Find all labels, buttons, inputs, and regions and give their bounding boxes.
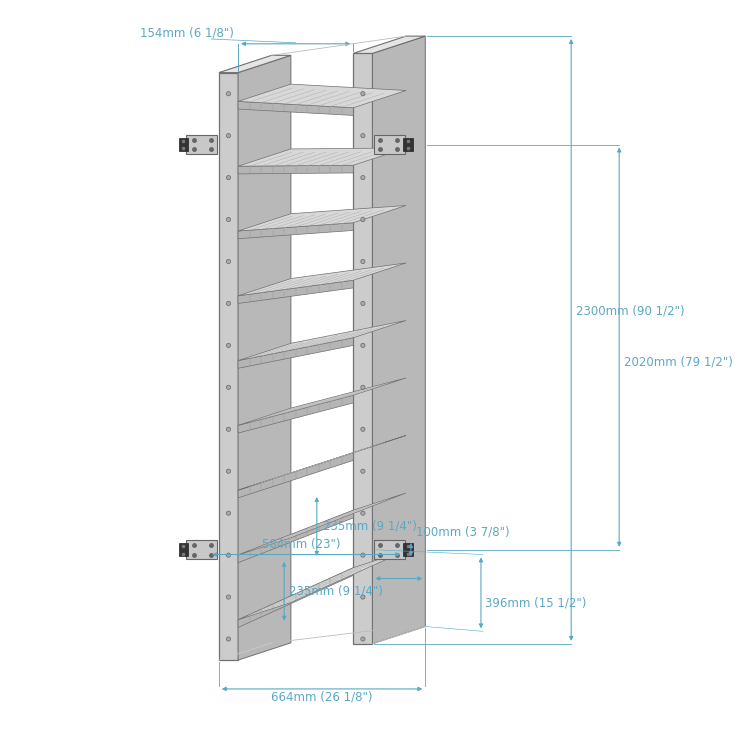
- Bar: [186, 540, 217, 560]
- Text: 154mm (6 1/8"): 154mm (6 1/8"): [140, 27, 234, 40]
- Circle shape: [226, 302, 230, 305]
- Polygon shape: [219, 73, 238, 660]
- Circle shape: [361, 386, 365, 389]
- Text: 584mm (23"): 584mm (23"): [262, 538, 340, 551]
- Circle shape: [226, 637, 230, 641]
- Polygon shape: [238, 56, 291, 660]
- Circle shape: [361, 217, 365, 222]
- Polygon shape: [238, 338, 353, 368]
- Circle shape: [226, 134, 230, 138]
- Polygon shape: [238, 436, 406, 490]
- Circle shape: [226, 386, 230, 389]
- Circle shape: [361, 511, 365, 515]
- Polygon shape: [238, 378, 406, 425]
- Polygon shape: [238, 280, 353, 304]
- Circle shape: [226, 344, 230, 347]
- Bar: [404, 138, 412, 152]
- Polygon shape: [238, 550, 406, 620]
- Polygon shape: [238, 206, 406, 231]
- Circle shape: [361, 302, 365, 305]
- Circle shape: [361, 469, 365, 473]
- Circle shape: [361, 260, 365, 263]
- Polygon shape: [238, 84, 406, 108]
- Polygon shape: [238, 263, 406, 296]
- Circle shape: [226, 260, 230, 263]
- Polygon shape: [238, 568, 353, 628]
- Polygon shape: [238, 320, 406, 361]
- Text: 100mm (3 7/8"): 100mm (3 7/8"): [416, 526, 509, 539]
- Circle shape: [226, 595, 230, 599]
- Polygon shape: [238, 493, 406, 555]
- Bar: [178, 138, 188, 152]
- Circle shape: [226, 92, 230, 96]
- Polygon shape: [238, 101, 353, 115]
- Bar: [186, 135, 217, 154]
- Polygon shape: [238, 165, 353, 174]
- Polygon shape: [238, 510, 353, 562]
- Circle shape: [361, 595, 365, 599]
- Polygon shape: [238, 148, 406, 166]
- Circle shape: [226, 427, 230, 431]
- Text: 235mm (9 1/4"): 235mm (9 1/4"): [289, 585, 382, 598]
- Text: 2020mm (79 1/2"): 2020mm (79 1/2"): [624, 355, 733, 368]
- Bar: [374, 540, 405, 560]
- Circle shape: [361, 134, 365, 138]
- Polygon shape: [238, 453, 353, 498]
- Text: 235mm (9 1/4"): 235mm (9 1/4"): [322, 520, 416, 533]
- Polygon shape: [238, 223, 353, 238]
- Bar: [374, 135, 405, 154]
- Polygon shape: [353, 36, 425, 53]
- Text: 396mm (15 1/2"): 396mm (15 1/2"): [484, 596, 586, 609]
- Circle shape: [226, 176, 230, 180]
- Circle shape: [226, 511, 230, 515]
- Circle shape: [361, 176, 365, 180]
- Circle shape: [226, 217, 230, 222]
- Text: 664mm (26 1/8"): 664mm (26 1/8"): [272, 690, 373, 703]
- Polygon shape: [219, 56, 291, 73]
- Polygon shape: [373, 36, 425, 644]
- Circle shape: [361, 637, 365, 641]
- Circle shape: [361, 92, 365, 96]
- Polygon shape: [238, 395, 353, 433]
- Text: 2300mm (90 1/2"): 2300mm (90 1/2"): [576, 304, 685, 318]
- Circle shape: [226, 469, 230, 473]
- Bar: [178, 543, 188, 556]
- Bar: [404, 543, 412, 556]
- Circle shape: [361, 427, 365, 431]
- Circle shape: [226, 553, 230, 557]
- Circle shape: [361, 344, 365, 347]
- Circle shape: [361, 553, 365, 557]
- Polygon shape: [353, 53, 373, 644]
